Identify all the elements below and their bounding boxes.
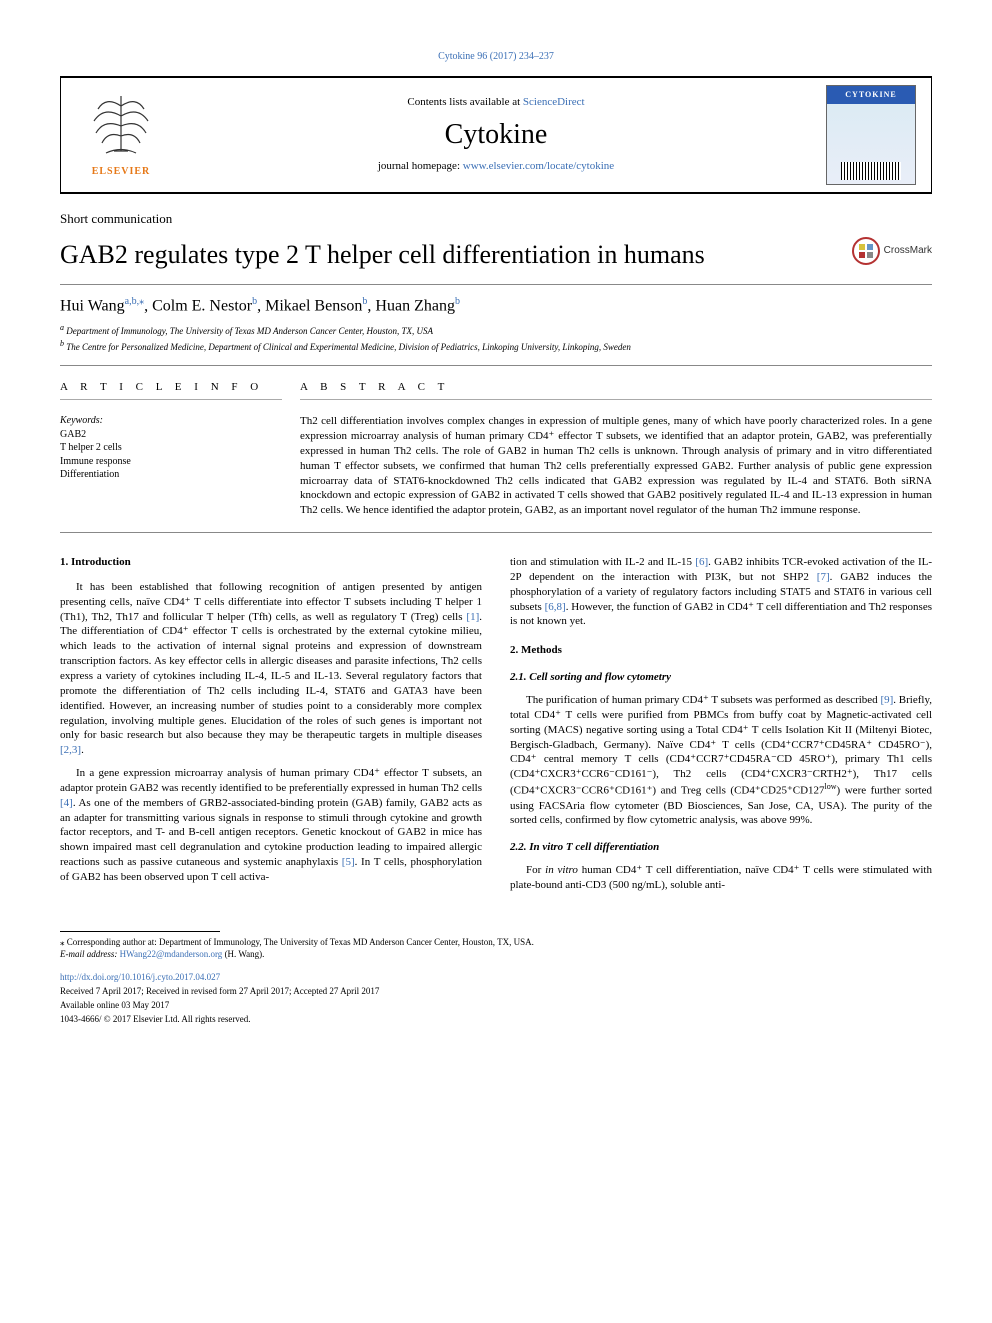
keyword: T helper 2 cells [60,441,282,455]
crossmark-label: CrossMark [884,244,932,258]
footnote-separator [60,931,220,932]
homepage-line: journal homepage: www.elsevier.com/locat… [378,159,614,174]
methods-p22: For in vitro human CD4⁺ T cell different… [510,863,932,893]
intro-p2-cont: tion and stimulation with IL-2 and IL-15… [510,555,932,629]
doi-link[interactable]: http://dx.doi.org/10.1016/j.cyto.2017.04… [60,971,932,983]
copyright-line: 1043-4666/ © 2017 Elsevier Ltd. All righ… [60,1013,932,1025]
journal-header: ELSEVIER Contents lists available at Sci… [60,76,932,194]
email-suffix: (H. Wang). [225,949,265,959]
article-type: Short communication [60,210,932,228]
abstract-label: A B S T R A C T [300,380,932,400]
left-column: 1. Introduction It has been established … [60,555,482,901]
homepage-link[interactable]: www.elsevier.com/locate/cytokine [463,160,614,172]
article-info-label: A R T I C L E I N F O [60,380,282,400]
contents-line: Contents lists available at ScienceDirec… [407,95,584,110]
section-2-1-heading: 2.1. Cell sorting and flow cytometry [510,670,932,685]
elsevier-label: ELSEVIER [92,165,151,179]
article-title: GAB2 regulates type 2 T helper cell diff… [60,237,822,272]
available-line: Available online 03 May 2017 [60,999,932,1011]
elsevier-tree-icon [86,91,156,161]
elsevier-logo: ELSEVIER [61,78,181,192]
intro-p2: In a gene expression microarray analysis… [60,766,482,885]
crossmark-icon [852,237,880,265]
corresponding-author: ⁎ Corresponding author at: Department of… [60,936,932,949]
journal-title: Cytokine [445,116,548,154]
cover-title: CYTOKINE [827,86,915,104]
email-line: E-mail address: HWang22@mdanderson.org (… [60,948,932,961]
contents-pre: Contents lists available at [407,96,522,108]
footnotes: ⁎ Corresponding author at: Department of… [60,936,932,961]
methods-p21: The purification of human primary CD4⁺ T… [510,693,932,828]
keywords-label: Keywords: [60,414,282,428]
cover-thumb-container: CYTOKINE [811,78,931,192]
top-citation: Cytokine 96 (2017) 234–237 [60,50,932,64]
keyword: Differentiation [60,468,282,482]
homepage-pre: journal homepage: [378,160,463,172]
affiliation-a: a Department of Immunology, The Universi… [60,323,932,337]
right-column: tion and stimulation with IL-2 and IL-15… [510,555,932,901]
body-columns: 1. Introduction It has been established … [60,555,932,901]
affiliation-b: b The Centre for Personalized Medicine, … [60,339,932,353]
section-1-heading: 1. Introduction [60,555,482,570]
crossmark-badge[interactable]: CrossMark [822,237,932,265]
article-info-block: A R T I C L E I N F O Keywords: GAB2 T h… [60,380,300,518]
section-2-2-heading: 2.2. In vitro T cell differentiation [510,840,932,855]
keyword: Immune response [60,455,282,469]
authors-line: Hui Wanga,b,⁎, Colm E. Nestorb, Mikael B… [60,295,932,317]
cover-body [827,104,915,184]
section-2-heading: 2. Methods [510,643,932,658]
top-citation-link[interactable]: Cytokine 96 (2017) 234–237 [438,51,554,62]
barcode-icon [841,162,901,180]
journal-cover: CYTOKINE [826,85,916,185]
abstract-text: Th2 cell differentiation involves comple… [300,414,932,518]
intro-p1: It has been established that following r… [60,580,482,758]
abstract-block: A B S T R A C T Th2 cell differentiation… [300,380,932,518]
email-label: E-mail address: [60,949,120,959]
received-line: Received 7 April 2017; Received in revis… [60,985,932,997]
sciencedirect-link[interactable]: ScienceDirect [523,96,585,108]
header-center: Contents lists available at ScienceDirec… [181,78,811,192]
keyword: GAB2 [60,428,282,442]
email-link[interactable]: HWang22@mdanderson.org [120,949,223,959]
affiliations: a Department of Immunology, The Universi… [60,323,932,366]
